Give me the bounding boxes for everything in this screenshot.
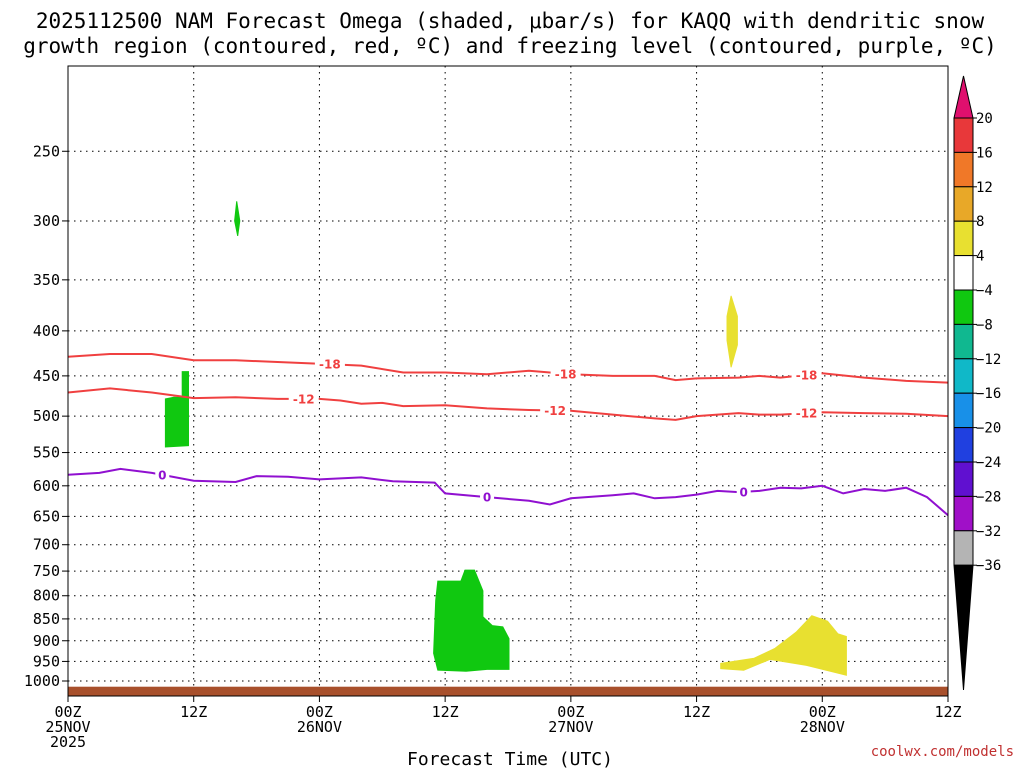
colorbar-tick-label: 8 xyxy=(976,214,984,230)
colorbar-segment xyxy=(953,427,974,463)
colorbar-segment xyxy=(953,255,974,291)
contour-0 xyxy=(67,467,949,516)
contour-label-bg xyxy=(550,366,581,381)
y-tick-label: 1000 xyxy=(24,672,60,690)
y-tick-label: 750 xyxy=(33,562,60,580)
y-tick-label: 900 xyxy=(33,632,60,650)
x-tick-label: 12Z xyxy=(180,703,207,721)
colorbar-segment xyxy=(953,530,974,566)
plot-area: -18 -18 -18 -12 -12 -12 0 0 0 xyxy=(67,65,949,697)
contour-label: -18 xyxy=(555,367,577,381)
colorbar-segment xyxy=(953,117,974,153)
omega-region-d xyxy=(726,295,738,368)
x-tick-label: 28NOV xyxy=(800,718,845,736)
colorbar-segment xyxy=(953,220,974,257)
contour-label: -12 xyxy=(544,404,566,418)
y-tick-label: 250 xyxy=(33,142,60,160)
x-tick-label: 00Z xyxy=(306,703,333,721)
colorbar-segment xyxy=(953,392,974,429)
contour-label-bg xyxy=(314,357,345,372)
x-tick-label: 2025 xyxy=(50,733,86,751)
y-tick-label: 950 xyxy=(33,652,60,670)
plot-frame xyxy=(67,65,949,697)
x-axis-label: Forecast Time (UTC) xyxy=(407,749,613,768)
y-tick-label: 850 xyxy=(33,610,60,628)
x-tick-label: 00Z xyxy=(557,703,584,721)
y-tick-label: 650 xyxy=(33,507,60,525)
omega-region-e xyxy=(720,615,847,676)
colorbar-tick-label: −16 xyxy=(976,386,1001,402)
contour-label: 0 xyxy=(158,468,166,482)
colorbar-tick-label: 4 xyxy=(976,249,984,265)
colorbar-tick-label: 16 xyxy=(976,145,993,161)
y-tick-label: 800 xyxy=(33,587,60,605)
colorbar-tick-label: −8 xyxy=(976,317,993,333)
omega-region-b xyxy=(164,371,189,448)
contour-labels: -18 -18 -18 -12 -12 -12 0 0 0 xyxy=(155,357,822,505)
x-tick-label: 00Z xyxy=(809,703,836,721)
colorbar-tick-label: −36 xyxy=(976,558,1001,574)
contour-label: -12 xyxy=(293,392,315,406)
contour-label-bg xyxy=(791,367,822,382)
y-axis-ticks: 250 300 350 400 450 500 550 600 650 700 750 800 850 9… xyxy=(24,142,68,690)
contour-label-bg xyxy=(480,490,495,505)
y-tick-label: 700 xyxy=(33,536,60,554)
y-tick-label: 450 xyxy=(33,367,60,385)
colorbar-top-arrow xyxy=(953,75,974,119)
x-tick-label: 00Z xyxy=(54,703,81,721)
contour-label-bg xyxy=(155,467,170,482)
omega-region-c xyxy=(433,569,510,672)
credit-text: coolwx.com/models xyxy=(871,744,1014,760)
colorbar-tick-label: −20 xyxy=(976,421,1001,437)
contour--12 xyxy=(67,387,949,421)
omega-shading xyxy=(164,201,847,676)
x-tick-label: 12Z xyxy=(683,703,710,721)
y-tick-label: 350 xyxy=(33,271,60,289)
colorbar-tick-label: 12 xyxy=(976,180,993,196)
colorbar-tick-label: −12 xyxy=(976,352,1001,368)
ground-layer xyxy=(68,686,948,696)
contour-label: 0 xyxy=(740,485,748,499)
colorbar-bottom-arrow xyxy=(953,564,974,691)
colorbar-segment xyxy=(953,289,974,325)
colorbar-tick-label: −24 xyxy=(976,455,1001,471)
colorbar-tick-label: −32 xyxy=(976,524,1001,540)
colorbar-segment xyxy=(953,151,974,188)
x-tick-label: 25NOV xyxy=(45,718,90,736)
y-tick-label: 400 xyxy=(33,322,60,340)
x-tick-label: 12Z xyxy=(934,703,961,721)
contour-label-bg xyxy=(736,484,751,499)
chart-title-line-2: growth region (contoured, red, ºC) and f… xyxy=(23,34,997,58)
contour-label: -18 xyxy=(319,358,341,372)
y-tick-label: 300 xyxy=(33,212,60,230)
colorbar-tick-label: 20 xyxy=(976,111,993,127)
contour-lines xyxy=(67,353,949,516)
contour-label-bg xyxy=(791,406,822,421)
colorbar-segment xyxy=(953,186,974,222)
y-tick-label: 500 xyxy=(33,407,60,425)
omega-region-a xyxy=(234,201,241,237)
contour-label: 0 xyxy=(483,491,491,505)
colorbar-segment xyxy=(953,323,974,360)
ground xyxy=(68,686,948,696)
x-tick-label: 12Z xyxy=(432,703,459,721)
contour-label: -18 xyxy=(796,368,818,382)
colorbar-tick-label: −28 xyxy=(976,489,1001,505)
colorbar-segment xyxy=(953,461,974,497)
x-tick-label: 27NOV xyxy=(548,718,593,736)
x-tick-label: 26NOV xyxy=(297,718,342,736)
chart-title-line-1: 2025112500 NAM Forecast Omega (shaded, μ… xyxy=(36,9,985,33)
y-tick-label: 550 xyxy=(33,444,60,462)
contour-label-bg xyxy=(540,403,571,418)
y-tick-label: 600 xyxy=(33,477,60,495)
colorbar-segment xyxy=(953,358,974,394)
contour--18 xyxy=(67,353,949,384)
contour-label: -12 xyxy=(796,407,818,421)
colorbar: 20 16 12 8 4 −4 −8 −12 −16 −20 −24 −28 −32 −36 xyxy=(953,75,1001,691)
colorbar-tick-label: −4 xyxy=(976,283,993,299)
contour-label-bg xyxy=(288,391,319,406)
colorbar-segment xyxy=(953,495,974,532)
